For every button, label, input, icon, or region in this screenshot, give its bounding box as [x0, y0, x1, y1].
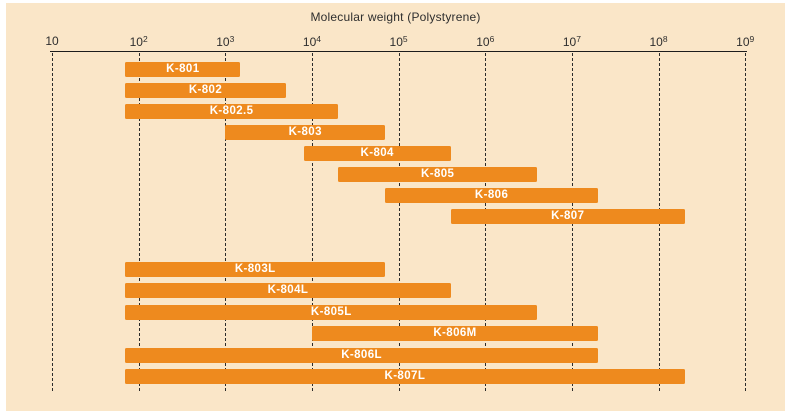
gridline-10e2: [138, 53, 140, 391]
bar-label-k-802: K-802: [188, 84, 223, 96]
bar-label-k-807l: K-807L: [384, 370, 426, 382]
bar-label-k-806l: K-806L: [341, 348, 382, 361]
bar-k-805l: K-805L: [125, 304, 538, 320]
x-axis-tick-label-10e9: 109: [736, 34, 755, 49]
bar-k-803l: K-803L: [125, 262, 386, 277]
bar-k-802.5: K-802.5: [125, 104, 338, 119]
x-axis-tick-label-10e7: 107: [562, 34, 581, 49]
bar-label-k-803l: K-803L: [234, 263, 276, 275]
bar-label-k-804: K-804: [360, 147, 394, 159]
bar-label-k-804l: K-804L: [267, 284, 309, 297]
x-axis-tick-label-10e3: 103: [216, 34, 235, 49]
bar-k-804: K-804: [303, 146, 451, 161]
bar-k-805: K-805: [338, 167, 538, 182]
bar-k-806l: K-806L: [125, 347, 598, 363]
gridline-10e4: [311, 53, 313, 391]
x-axis-tick-label-10e4: 104: [302, 34, 321, 49]
bar-k-801: K-801: [125, 62, 241, 77]
x-axis-tick-label-10e8: 108: [649, 34, 668, 49]
bar-k-804l: K-804L: [125, 283, 451, 299]
bar-k-807l: K-807L: [125, 369, 685, 384]
x-axis-tick-label-10e2: 102: [129, 34, 148, 49]
bar-label-k-805l: K-805L: [310, 305, 352, 318]
x-axis-tick-label-10e5: 105: [389, 34, 408, 49]
bar-k-802: K-802: [125, 83, 286, 98]
chart-title: Molecular weight (Polystyrene): [310, 10, 481, 24]
bar-k-803: K-803: [225, 125, 386, 140]
bar-k-807: K-807: [450, 209, 685, 224]
bar-k-806m: K-806M: [312, 326, 598, 342]
x-axis-tick-label-10e1: 10: [45, 34, 59, 48]
bar-label-k-805: K-805: [421, 168, 455, 180]
bar-label-k-803: K-803: [288, 126, 322, 138]
gridline-10e9: [745, 53, 747, 391]
x-axis-tick-label-10e6: 106: [476, 34, 495, 49]
bar-label-k-802.5: K-802.5: [209, 105, 254, 117]
gridline-10e3: [225, 53, 227, 391]
bar-label-k-806m: K-806M: [433, 327, 477, 340]
bar-label-k-807: K-807: [551, 210, 585, 222]
bar-label-k-806: K-806: [474, 189, 509, 201]
bar-k-806: K-806: [385, 188, 598, 203]
gridline-10e5: [398, 53, 400, 391]
x-axis-line: [50, 51, 747, 52]
bar-label-k-801: K-801: [166, 63, 200, 75]
gridline-10e1: [52, 53, 53, 391]
